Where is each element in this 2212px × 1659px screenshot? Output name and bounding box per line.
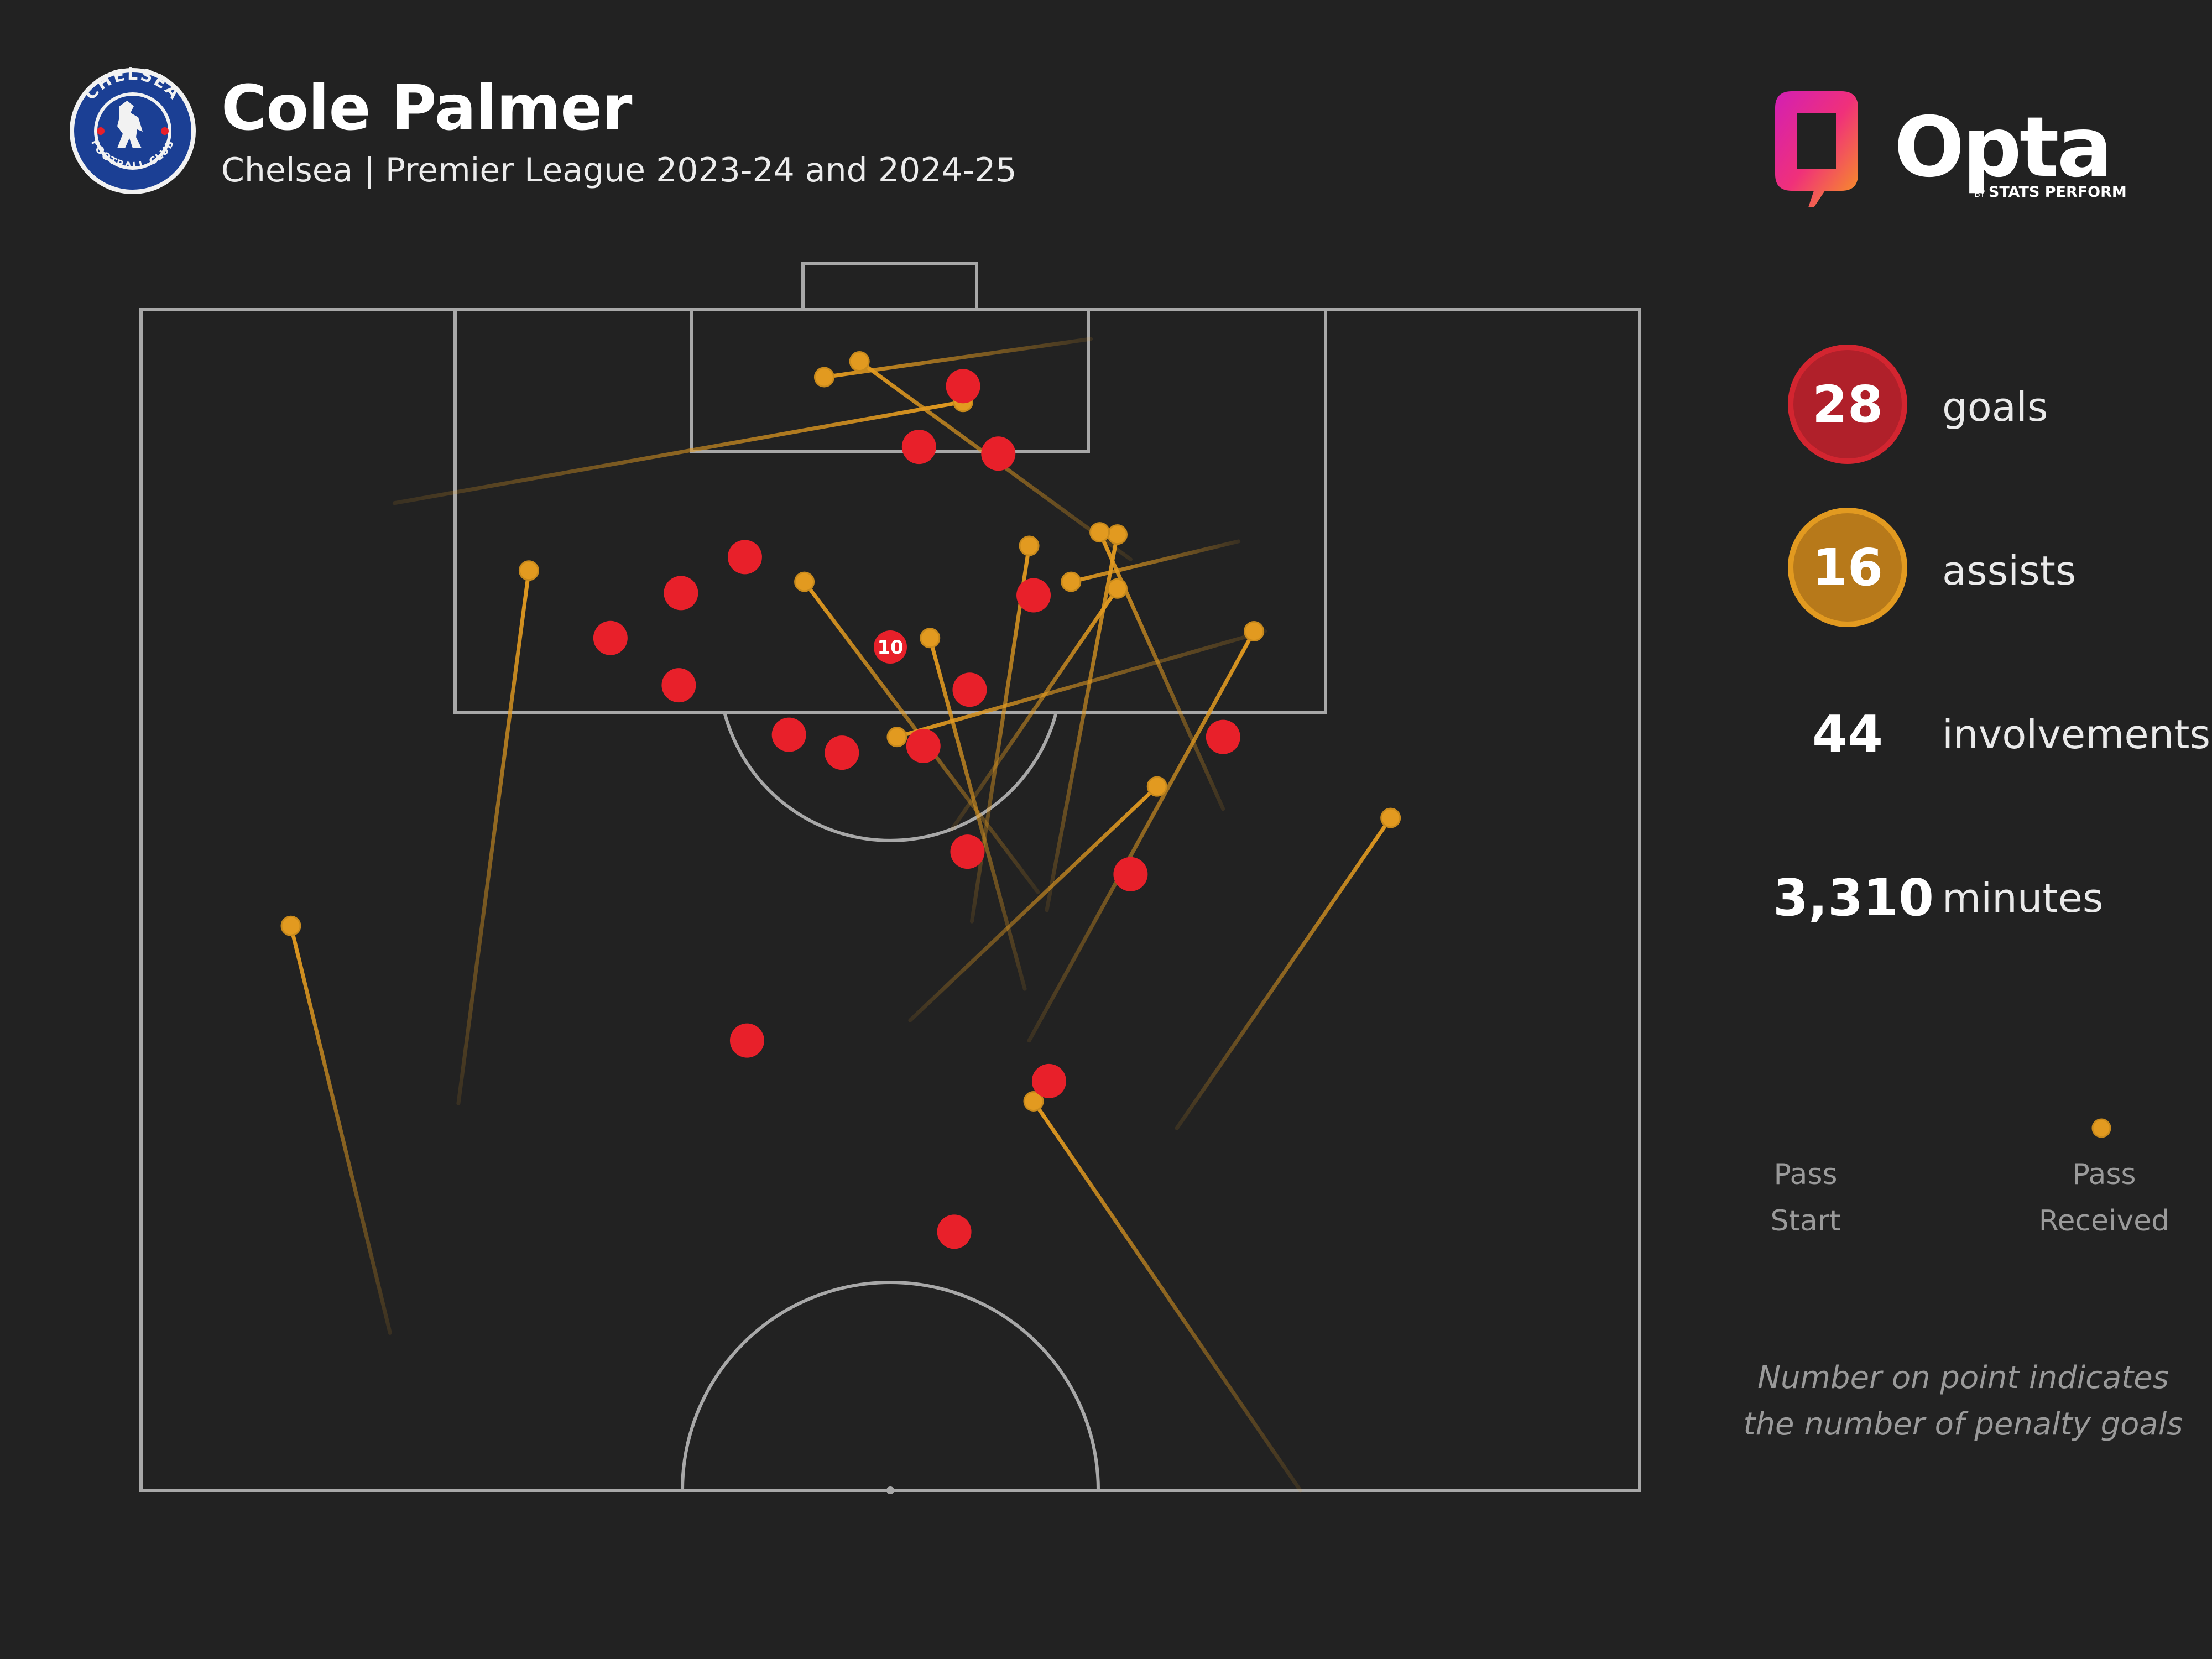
assist-received-point: [886, 727, 907, 748]
centre-circle: [681, 1281, 1100, 1491]
assist-pass-line: [928, 636, 1027, 991]
penalty-goal-point: [874, 630, 907, 664]
assist-received-point: [849, 351, 870, 372]
goal-point: [661, 668, 696, 703]
pitch-markings: [139, 262, 1641, 1494]
assist-pass-line: [1098, 530, 1225, 811]
minutes-label: minutes: [1942, 875, 2104, 921]
assist-pass-line: [289, 924, 392, 1335]
goal-point: [906, 728, 941, 763]
assist-pass-line: [1031, 1099, 1302, 1493]
legend-pass-start: Pass Start: [1770, 1158, 1841, 1238]
goal-point: [937, 1214, 972, 1249]
goal-point: [946, 369, 980, 404]
opta-tagline-text: STATS PERFORM: [1988, 184, 2127, 201]
goal-point: [727, 540, 762, 575]
goal-point: [825, 735, 859, 770]
goal-point: [1016, 578, 1051, 613]
assists-label: assists: [1942, 547, 2077, 594]
assist-received-point: [1061, 571, 1082, 592]
opta-by: BY: [1974, 189, 1985, 199]
involvements-label: involvements: [1942, 711, 2211, 758]
involvements-value: 44: [1812, 705, 1884, 764]
assist-pass-line: [392, 400, 966, 505]
page-subtitle: Chelsea | Premier League 2023-24 and 202…: [221, 151, 1017, 190]
goal-point: [981, 436, 1016, 471]
assist-received-point: [280, 915, 301, 936]
goal-point: [901, 430, 936, 465]
assist-received-point: [518, 560, 539, 581]
goals-value: 28: [1812, 374, 1884, 434]
six-yard-box: [690, 308, 1090, 453]
goal-point: [729, 1023, 764, 1058]
assist-pass-line: [950, 586, 1119, 831]
assist-pass-line: [1045, 533, 1119, 912]
assist-pass-line: [456, 568, 531, 1106]
assist-received-point: [1019, 535, 1040, 556]
assists-value: 16: [1812, 538, 1884, 597]
opta-tagline: BY STATS PERFORM: [1974, 185, 2127, 200]
assist-received-point: [1146, 776, 1167, 797]
penalty-note: Number on point indicates the number of …: [1743, 1360, 2183, 1442]
centre-spot: [886, 1486, 894, 1494]
assist-passes: [280, 337, 1401, 1493]
page-title: Cole Palmer: [221, 72, 632, 144]
assist-received-point: [1107, 578, 1128, 599]
assist-received-point: [1023, 1091, 1044, 1112]
opta-wordmark: Opta: [1894, 100, 2113, 196]
legend-pass-line: [1806, 1118, 2111, 1138]
goal-point: [950, 834, 985, 869]
chelsea-crest: CHELSEA FOOTBALL CLUB: [70, 65, 196, 194]
goal-point: [1206, 719, 1240, 754]
assist-received-point: [794, 571, 815, 592]
penalty-arc: [723, 712, 1058, 842]
pitch-outline: [139, 308, 1641, 1492]
legend-pass-received: Pass Received: [2038, 1158, 2170, 1238]
assist-pass-line: [1069, 539, 1241, 584]
goal-shots: 10: [593, 369, 1240, 1249]
assist-received-point: [1244, 621, 1265, 642]
goals-badge: 28: [1788, 345, 1907, 464]
goals-label: goals: [1942, 384, 2048, 430]
minutes-value: 3,310: [1773, 868, 1934, 927]
penalty-count-label: 10: [877, 637, 903, 659]
assist-pass-line: [822, 337, 1093, 379]
goal-point: [771, 717, 806, 752]
goal: [801, 262, 978, 311]
assist-received-point: [920, 628, 941, 649]
assist-pass-line: [908, 784, 1159, 1022]
assists-badge: 16: [1788, 508, 1907, 627]
goal-point: [952, 672, 987, 707]
assist-pass-line: [1175, 816, 1393, 1130]
assist-received-point: [1089, 522, 1110, 543]
opta-logo-mark: [1775, 91, 1858, 207]
assist-received-point: [1380, 807, 1401, 828]
assist-received-point: [813, 367, 834, 388]
assist-pass-line: [895, 629, 1267, 739]
assist-received-point: [1107, 524, 1128, 545]
goal-point: [1031, 1063, 1066, 1098]
goal-point: [593, 620, 628, 655]
goal-point: [664, 576, 698, 611]
goal-point: [1113, 857, 1148, 891]
assist-pass-line: [1027, 629, 1256, 1043]
